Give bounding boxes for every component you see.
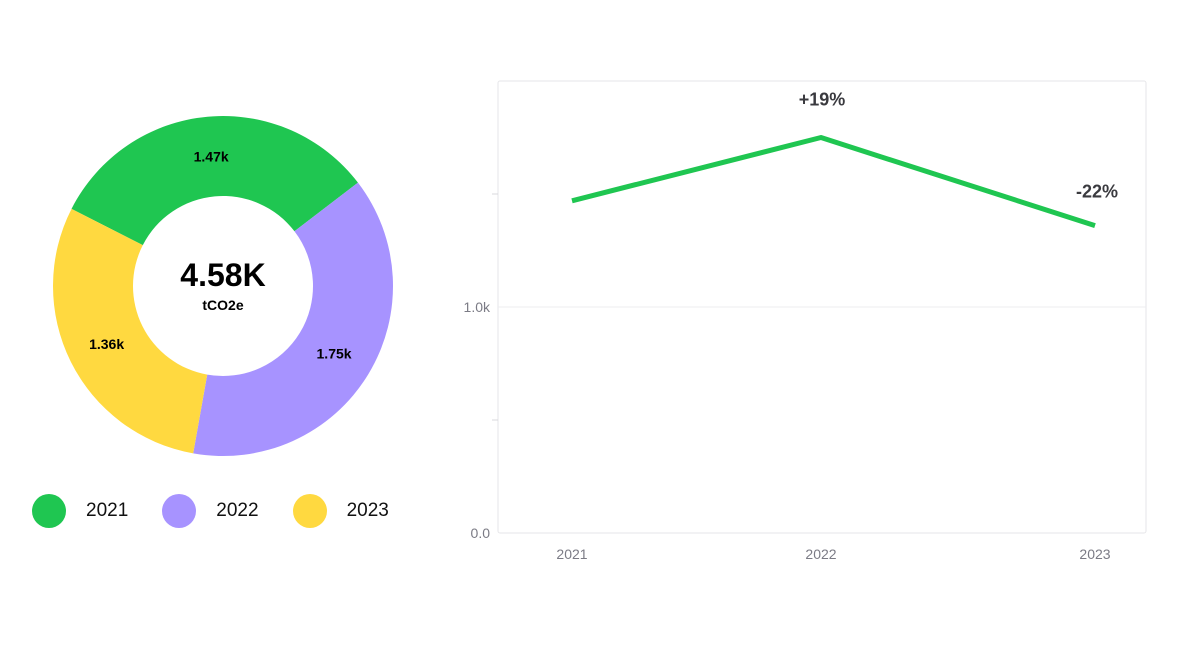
legend-label-2022: 2022 (216, 500, 259, 521)
change-annotation: -22% (1076, 182, 1118, 202)
donut-slice-label-2022: 1.75k (317, 346, 352, 362)
legend-swatch-2023 (292, 494, 327, 528)
donut-slice-2022[interactable] (193, 182, 394, 457)
donut-chart: 1.47k 1.75k 1.36k 4.58K tCO2e (52, 115, 394, 457)
donut-center-unit: tCO2e (202, 297, 243, 313)
series-line[interactable] (571, 135, 1096, 229)
donut-slice-2023[interactable] (52, 208, 208, 454)
legend-label-2023: 2023 (346, 500, 389, 521)
donut-slice-label-2021: 1.47k (194, 149, 229, 165)
x-tick-label: 2023 (1079, 546, 1110, 562)
y-tick-label: 1.0k (464, 299, 491, 315)
donut-slice-label-2023: 1.36k (89, 336, 124, 352)
donut-chart-panel: 1.47k 1.75k 1.36k 4.58K tCO2e 2021 2022 20… (0, 0, 450, 646)
donut-slice-2021[interactable] (71, 115, 358, 246)
x-tick-label: 2021 (556, 546, 587, 562)
change-annotation: +19% (799, 90, 846, 110)
x-tick-label: 2022 (805, 546, 836, 562)
legend-swatch-2022 (162, 494, 197, 528)
donut-center-value: 4.58K (180, 257, 265, 293)
legend-item-2022[interactable]: 2022 (162, 494, 259, 528)
legend-item-2021[interactable]: 2021 (32, 494, 128, 528)
line-chart-panel: 0.0 1.0k 2021 2022 2023 +19% -22% (450, 0, 1181, 646)
legend-item-2023[interactable]: 2023 (292, 494, 389, 528)
legend-swatch-2021 (32, 494, 66, 528)
legend-label-2021: 2021 (86, 500, 129, 521)
line-chart: 0.0 1.0k 2021 2022 2023 +19% -22% (464, 80, 1147, 562)
donut-legend: 2021 2022 2023 (32, 494, 423, 528)
y-tick-label: 0.0 (471, 525, 491, 541)
